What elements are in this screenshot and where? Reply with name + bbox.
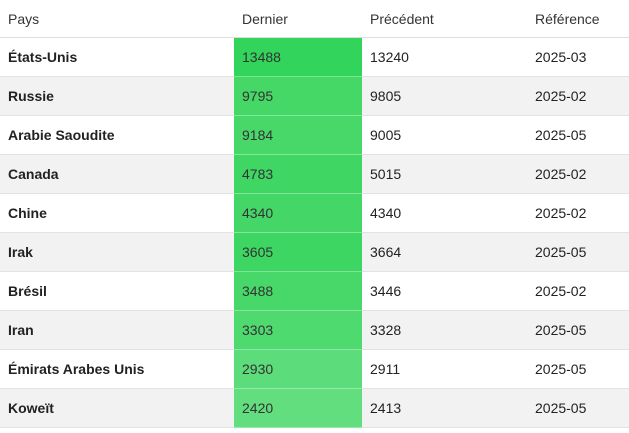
country-cell[interactable]: Chine (0, 193, 234, 233)
previous-value-cell: 3664 (362, 232, 527, 272)
header-country[interactable]: Pays (0, 0, 234, 38)
header-reference[interactable]: Référence (527, 0, 629, 38)
last-value-cell: 9184 (234, 115, 362, 155)
reference-cell: 2025-02 (527, 271, 629, 311)
header-previous[interactable]: Précédent (362, 0, 527, 38)
reference-cell: 2025-05 (527, 232, 629, 272)
reference-cell: 2025-05 (527, 388, 629, 428)
last-value-cell: 4340 (234, 193, 362, 233)
reference-cell: 2025-02 (527, 76, 629, 116)
last-value-cell: 3605 (234, 232, 362, 272)
previous-value-cell: 9005 (362, 115, 527, 155)
country-cell[interactable]: Iran (0, 310, 234, 350)
country-cell[interactable]: Émirats Arabes Unis (0, 349, 234, 389)
table-row: Émirats Arabes Unis 2930 2911 2025-05 (0, 349, 629, 389)
last-value-cell: 13488 (234, 37, 362, 77)
reference-cell: 2025-02 (527, 193, 629, 233)
table-row: Chine 4340 4340 2025-02 (0, 193, 629, 233)
table-row: Arabie Saoudite 9184 9005 2025-05 (0, 115, 629, 155)
previous-value-cell: 5015 (362, 154, 527, 194)
table-row: États-Unis 13488 13240 2025-03 (0, 37, 629, 77)
previous-value-cell: 9805 (362, 76, 527, 116)
country-cell[interactable]: Canada (0, 154, 234, 194)
reference-cell: 2025-05 (527, 115, 629, 155)
last-value-cell: 2420 (234, 388, 362, 428)
table-row: Koweït 2420 2413 2025-05 (0, 388, 629, 428)
last-value-cell: 3488 (234, 271, 362, 311)
country-cell[interactable]: Russie (0, 76, 234, 116)
last-value-cell: 4783 (234, 154, 362, 194)
previous-value-cell: 4340 (362, 193, 527, 233)
country-cell[interactable]: Koweït (0, 388, 234, 428)
country-cell[interactable]: Brésil (0, 271, 234, 311)
table-row: Irak 3605 3664 2025-05 (0, 232, 629, 272)
table-row: Brésil 3488 3446 2025-02 (0, 271, 629, 311)
last-value-cell: 3303 (234, 310, 362, 350)
table-header-row: Pays Dernier Précédent Référence (0, 0, 629, 38)
table-row: Canada 4783 5015 2025-02 (0, 154, 629, 194)
country-cell[interactable]: Arabie Saoudite (0, 115, 234, 155)
previous-value-cell: 3446 (362, 271, 527, 311)
previous-value-cell: 13240 (362, 37, 527, 77)
reference-cell: 2025-03 (527, 37, 629, 77)
previous-value-cell: 3328 (362, 310, 527, 350)
country-cell[interactable]: États-Unis (0, 37, 234, 77)
reference-cell: 2025-02 (527, 154, 629, 194)
table-row: Iran 3303 3328 2025-05 (0, 310, 629, 350)
previous-value-cell: 2911 (362, 349, 527, 389)
reference-cell: 2025-05 (527, 349, 629, 389)
table-row: Russie 9795 9805 2025-02 (0, 76, 629, 116)
previous-value-cell: 2413 (362, 388, 527, 428)
header-last[interactable]: Dernier (234, 0, 362, 38)
last-value-cell: 9795 (234, 76, 362, 116)
country-cell[interactable]: Irak (0, 232, 234, 272)
last-value-cell: 2930 (234, 349, 362, 389)
reference-cell: 2025-05 (527, 310, 629, 350)
